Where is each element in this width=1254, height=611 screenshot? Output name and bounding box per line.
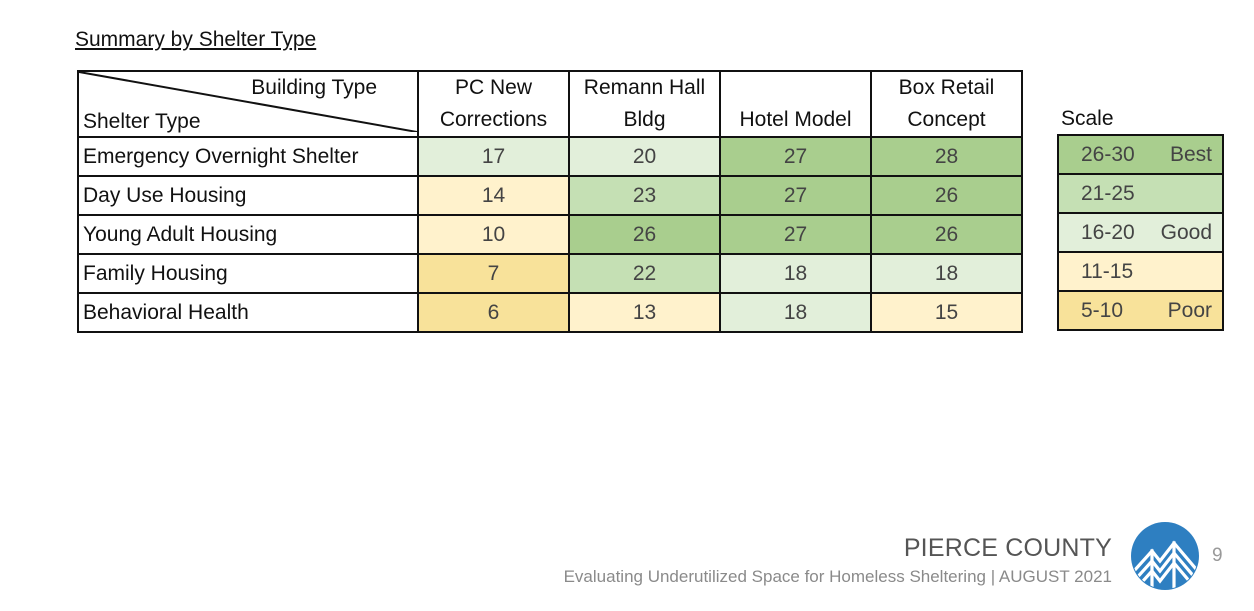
column-header-box-retail: Box Retail Concept	[870, 70, 1023, 138]
scale-title: Scale	[1061, 107, 1114, 130]
score-cell: 22	[568, 253, 721, 294]
pierce-county-logo-icon	[1131, 522, 1199, 590]
column-header-pc-new-corrections: PC New Corrections	[417, 70, 570, 138]
score-cell: 18	[719, 253, 872, 294]
corner-cell: Building Type Shelter Type	[77, 70, 419, 138]
table-row: Behavioral Health 6 13 18 15	[77, 292, 1023, 333]
score-cell: 15	[870, 292, 1023, 333]
score-cell: 18	[719, 292, 872, 333]
table-row: Family Housing 7 22 18 18	[77, 253, 1023, 294]
diagonal-line	[79, 72, 417, 132]
score-cell: 18	[870, 253, 1023, 294]
scale-row: 21-25	[1057, 173, 1224, 214]
footer-title: PIERCE COUNTY	[903, 534, 1112, 562]
row-label: Behavioral Health	[77, 292, 419, 333]
row-label: Family Housing	[77, 253, 419, 294]
score-cell: 28	[870, 136, 1023, 177]
score-cell: 27	[719, 214, 872, 255]
table-row: Emergency Overnight Shelter 17 20 27 28	[77, 136, 1023, 177]
score-cell: 26	[568, 214, 721, 255]
row-label: Emergency Overnight Shelter	[77, 136, 419, 177]
scale-legend: 26-30 Best 21-25 16-20 Good 11-15 5-10 Poor	[1057, 134, 1224, 331]
scale-label: Best	[1169, 143, 1212, 166]
building-type-label: Building Type	[251, 76, 377, 99]
column-header-hotel-model: Hotel Model	[719, 70, 872, 138]
scale-range: 5-10	[1081, 299, 1124, 322]
scale-row: 26-30 Best	[1057, 134, 1224, 175]
score-cell: 23	[568, 175, 721, 216]
row-label: Young Adult Housing	[77, 214, 419, 255]
score-cell: 27	[719, 136, 872, 177]
scale-label: Poor	[1167, 299, 1212, 322]
shelter-type-label: Shelter Type	[83, 110, 201, 133]
scale-row: 11-15	[1057, 251, 1224, 292]
score-cell: 20	[568, 136, 721, 177]
score-cell: 6	[417, 292, 570, 333]
scale-row: 16-20 Good	[1057, 212, 1224, 253]
footer-subtitle: Evaluating Underutilized Space for Homel…	[563, 567, 1112, 586]
scale-range: 16-20	[1081, 221, 1135, 244]
score-cell: 14	[417, 175, 570, 216]
column-header-remann-hall: Remann Hall Bldg	[568, 70, 721, 138]
table-header-row: Building Type Shelter Type PC New Correc…	[77, 70, 1023, 138]
summary-table: Building Type Shelter Type PC New Correc…	[77, 70, 1023, 333]
scale-range: 26-30	[1081, 143, 1135, 166]
table-row: Young Adult Housing 10 26 27 26	[77, 214, 1023, 255]
scale-range: 21-25	[1081, 182, 1135, 205]
scale-label: Good	[1160, 221, 1212, 244]
page-number: 9	[1212, 545, 1223, 566]
scale-range: 11-15	[1081, 260, 1134, 283]
page-heading: Summary by Shelter Type	[75, 28, 317, 51]
scale-row: 5-10 Poor	[1057, 290, 1224, 331]
table-row: Day Use Housing 14 23 27 26	[77, 175, 1023, 216]
score-cell: 13	[568, 292, 721, 333]
score-cell: 10	[417, 214, 570, 255]
score-cell: 17	[417, 136, 570, 177]
row-label: Day Use Housing	[77, 175, 419, 216]
score-cell: 27	[719, 175, 872, 216]
score-cell: 26	[870, 175, 1023, 216]
score-cell: 26	[870, 214, 1023, 255]
score-cell: 7	[417, 253, 570, 294]
